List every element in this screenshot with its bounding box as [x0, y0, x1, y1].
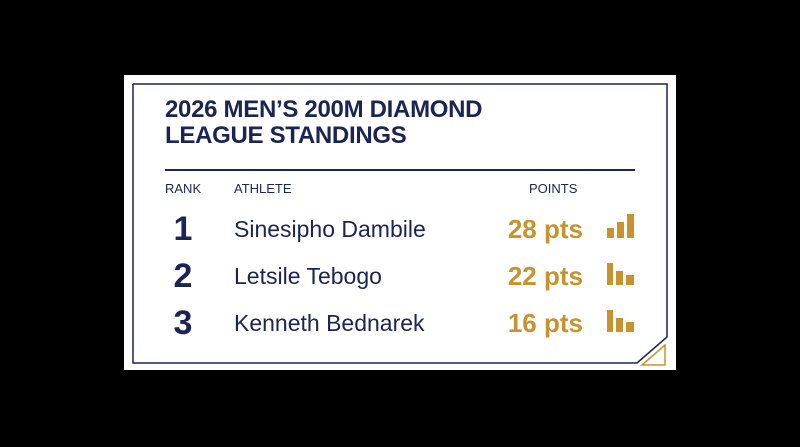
column-header: ATHLETE — [234, 181, 292, 196]
rank: 2 — [173, 257, 193, 295]
card-frame — [132, 83, 668, 366]
points: 22 pts — [507, 261, 583, 291]
title: 2026 MEN’S 200M DIAMOND LEAGUE STANDINGS — [165, 96, 483, 149]
athlete: Kenneth Bednarek — [234, 310, 425, 336]
trend-icon — [607, 310, 634, 332]
points: 28 pts — [507, 214, 583, 244]
rank: 3 — [173, 304, 193, 342]
trend-icon — [607, 263, 634, 285]
points: 16 pts — [507, 308, 583, 338]
athlete: Letsile Tebogo — [234, 263, 382, 289]
column-header: RANK — [165, 181, 202, 196]
column-header: POINTS — [529, 181, 578, 196]
standings-card: 2026 MEN’S 200M DIAMOND LEAGUE STANDINGS… — [124, 75, 676, 370]
divider — [165, 169, 635, 171]
athlete: Sinesipho Dambile — [234, 216, 426, 242]
rank: 1 — [173, 210, 193, 248]
trend-icon — [607, 214, 634, 238]
